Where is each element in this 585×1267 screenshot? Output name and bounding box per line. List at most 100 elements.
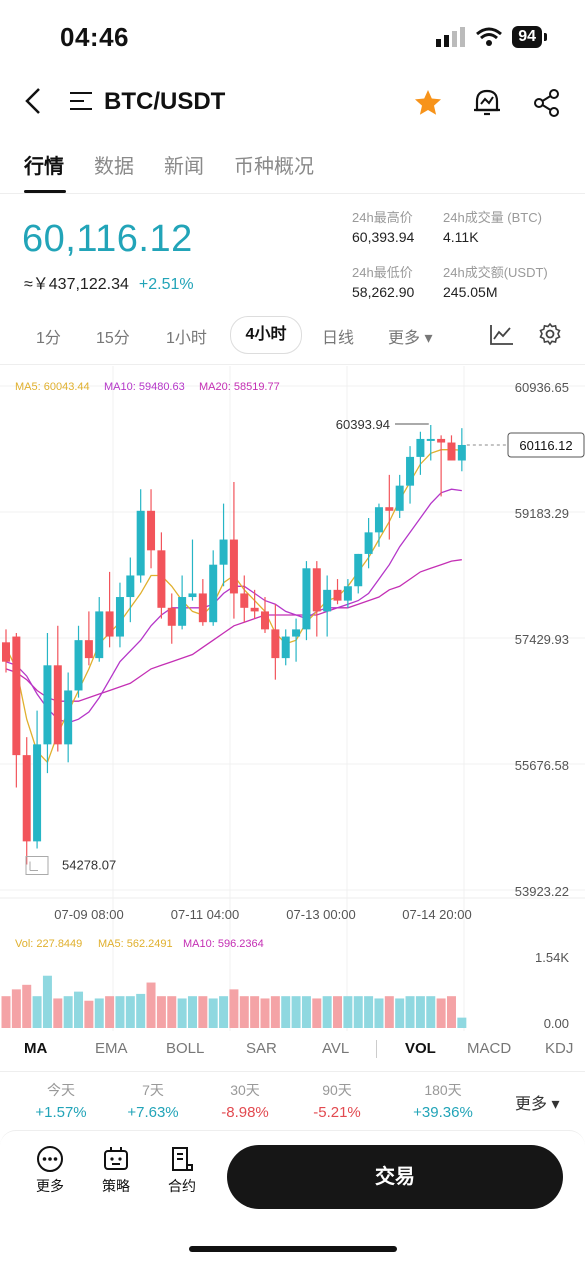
chart-top-divider <box>0 364 585 365</box>
volume-bar <box>105 996 115 1028</box>
perf-more[interactable]: 更多 ▾ <box>515 1096 560 1113</box>
low-label: 24h最低价 <box>352 265 413 280</box>
volume-label: 24h成交量 (BTC) <box>443 210 542 225</box>
low-marker-label: 54278.07 <box>62 857 116 872</box>
candle-body <box>33 744 42 842</box>
volume-bar <box>446 996 456 1028</box>
indicator-divider-line <box>0 1071 585 1072</box>
share-icon[interactable] <box>533 89 561 117</box>
candle-body <box>250 607 259 612</box>
top-tabs: 行情 数据 新闻 币种概况 <box>24 150 314 179</box>
bell-icon[interactable] <box>472 86 502 118</box>
indicator-boll[interactable]: BOLL <box>166 1040 205 1057</box>
candle-body <box>84 640 93 659</box>
interval-more-label: 更多 <box>388 330 421 347</box>
candle-body <box>188 593 197 598</box>
perf-30d-value: -8.98% <box>221 1104 269 1121</box>
y-tick-label: 55676.58 <box>515 758 569 773</box>
candle-body <box>343 586 352 601</box>
ma5-legend: MA5: 60043.44 <box>15 381 90 393</box>
candle-body <box>157 550 166 608</box>
strategy-label: 策略 <box>102 1178 130 1194</box>
x-tick-label: 07-14 20:00 <box>402 907 471 922</box>
candle-body <box>271 629 280 659</box>
volume-bar <box>1 996 11 1028</box>
indicator-avl[interactable]: AVL <box>322 1040 350 1057</box>
price-cny: ≈￥437,122.34 <box>24 276 129 293</box>
candle-body <box>115 597 124 637</box>
volume-bar <box>239 996 249 1028</box>
x-tick-label: 07-13 00:00 <box>286 907 355 922</box>
indicator-sar[interactable]: SAR <box>246 1040 277 1057</box>
interval-1d[interactable]: 日线 <box>322 330 355 347</box>
indicator-ema[interactable]: EMA <box>95 1040 128 1057</box>
volume-bar <box>270 996 280 1028</box>
volume-bar <box>384 996 394 1028</box>
tab-news[interactable]: 新闻 <box>164 156 204 178</box>
status-icons: 94 <box>436 26 547 48</box>
high-value: 60,393.94 <box>352 229 415 245</box>
bottom-bar: 更多 策略 合约 交易 <box>0 1130 585 1267</box>
indicator-kdj[interactable]: KDJ <box>545 1040 574 1057</box>
candle-body <box>74 640 83 691</box>
chart-type-icon[interactable] <box>490 324 514 346</box>
volume-bar <box>353 996 363 1028</box>
volume-bar <box>291 996 301 1028</box>
volume-bar <box>229 989 239 1028</box>
interval-1m[interactable]: 1分 <box>36 330 61 347</box>
volume-bar <box>11 989 21 1028</box>
star-icon[interactable] <box>413 88 443 118</box>
volume-bar <box>167 996 177 1028</box>
volume-bar <box>53 998 63 1028</box>
volume-bar <box>146 982 156 1028</box>
candle-body <box>105 611 114 637</box>
volume-bar <box>364 996 374 1028</box>
contract-label: 合约 <box>168 1178 196 1194</box>
candle-body <box>126 575 135 598</box>
volume-bar <box>136 993 146 1028</box>
back-button[interactable] <box>22 86 46 116</box>
candle-body <box>43 665 52 745</box>
perf-today-label: 今天 <box>47 1082 75 1098</box>
performance-row: 今天 +1.57% 7天 +7.63% 30天 -8.98% 90天 -5.21… <box>0 1074 585 1130</box>
volume-bar <box>281 996 291 1028</box>
y-tick-label: 59183.29 <box>515 506 569 521</box>
more-button[interactable]: 更多 <box>20 1145 80 1196</box>
interval-4h[interactable]: 4小时 <box>230 316 302 354</box>
contract-icon <box>172 1147 193 1171</box>
volume-bar <box>74 991 84 1028</box>
amount-value: 245.05M <box>443 284 498 300</box>
interval-1h[interactable]: 1小时 <box>166 330 207 347</box>
indicator-divider <box>376 1040 377 1058</box>
kline-chart[interactable]: 60936.65 59183.29 57429.93 55676.58 53923.22… <box>0 366 585 1036</box>
status-time: 04:46 <box>60 22 129 52</box>
settings-gear-icon[interactable] <box>538 322 562 346</box>
home-indicator[interactable] <box>189 1246 397 1252</box>
tab-data[interactable]: 数据 <box>94 156 134 178</box>
volume-bar <box>260 998 270 1028</box>
volume-bar <box>125 996 135 1028</box>
pair-title[interactable]: BTC/USDT <box>104 88 226 115</box>
volume-bar <box>322 996 332 1028</box>
candle-body <box>385 507 394 511</box>
indicator-vol[interactable]: VOL <box>405 1040 436 1057</box>
volume-bar <box>115 996 125 1028</box>
volume-bar <box>436 998 446 1028</box>
indicator-ma[interactable]: MA <box>24 1040 48 1057</box>
amount-label: 24h成交额(USDT) <box>443 265 548 280</box>
tab-market[interactable]: 行情 <box>24 156 64 178</box>
contract-button[interactable]: 合约 <box>152 1145 212 1196</box>
interval-more[interactable]: 更多 ▾ <box>388 330 433 347</box>
ma10-legend: MA10: 59480.63 <box>104 381 185 393</box>
indicator-macd[interactable]: MACD <box>467 1040 512 1057</box>
perf-180d-label: 180天 <box>424 1082 462 1098</box>
trade-button[interactable]: 交易 <box>227 1145 563 1209</box>
candle-body <box>281 636 290 659</box>
candle-body <box>292 629 301 637</box>
volume-bar <box>395 998 405 1028</box>
interval-15m[interactable]: 15分 <box>96 330 130 347</box>
volume-bar <box>177 998 187 1028</box>
strategy-button[interactable]: 策略 <box>86 1145 146 1196</box>
tab-overview[interactable]: 币种概况 <box>234 156 314 178</box>
menu-icon[interactable] <box>70 90 94 112</box>
